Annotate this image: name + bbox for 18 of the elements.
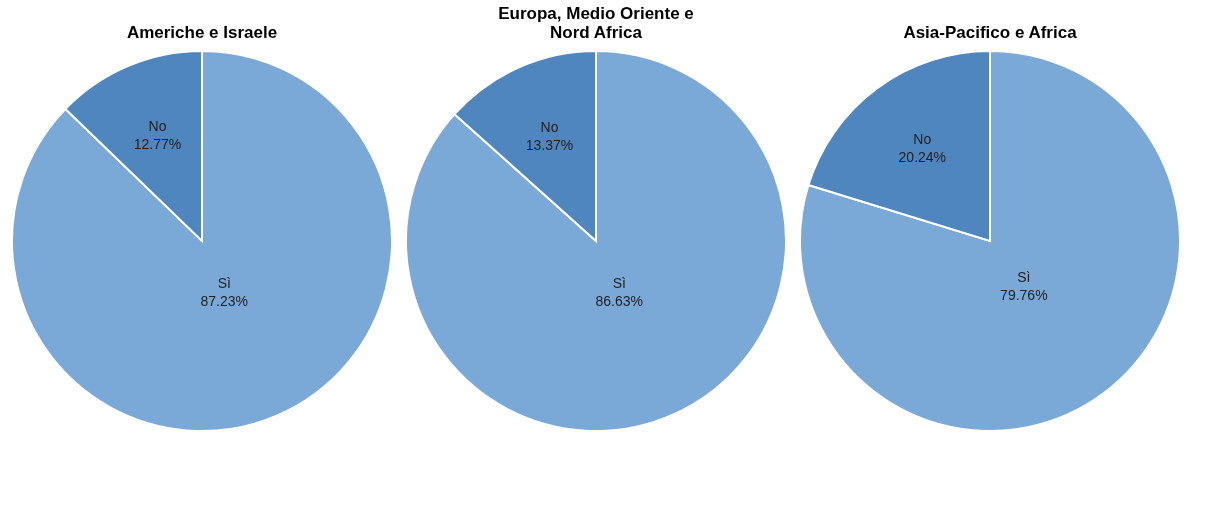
- pie-slice: [11, 50, 393, 432]
- slice-label: No: [148, 118, 167, 135]
- slice-label: No: [540, 118, 559, 135]
- chart-title: Americhe e Israele: [126, 23, 278, 42]
- slice-label: Sì: [1017, 268, 1031, 285]
- slice-label: No: [913, 131, 932, 148]
- slice-label: Sì: [612, 275, 626, 292]
- slice-label: Sì: [217, 275, 231, 292]
- data-label: 86.63%: [595, 293, 643, 310]
- data-label: 79.76%: [1000, 286, 1048, 303]
- pie-slice: [405, 50, 787, 432]
- data-label: 87.23%: [200, 293, 248, 310]
- data-label: 12.77%: [133, 136, 182, 153]
- data-label: 13.37%: [525, 136, 574, 153]
- pie-slice: [799, 50, 1181, 432]
- data-label: 20.24%: [898, 149, 947, 166]
- chart-title: Asia-Pacifico e Africa: [903, 23, 1078, 42]
- chart-title: Europa, Medio Oriente e Nord Africa: [498, 4, 694, 42]
